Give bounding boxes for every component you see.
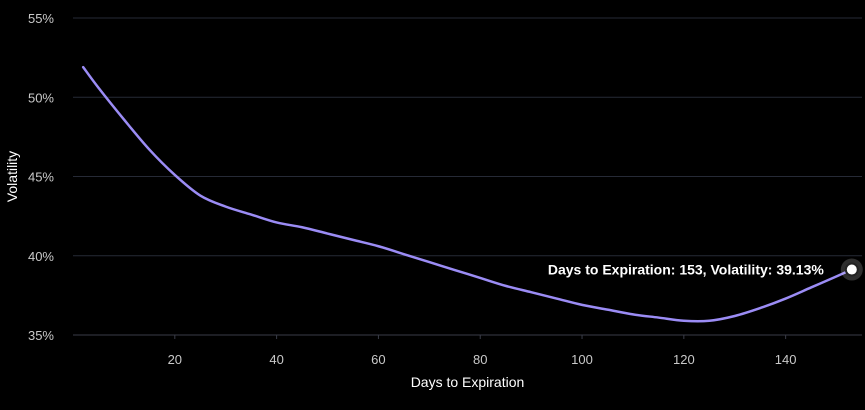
- tooltip-label: Days to Expiration: 153, Volatility: 39.…: [548, 262, 824, 278]
- hover-marker[interactable]: [844, 262, 859, 277]
- x-tick-label: 140: [775, 352, 797, 367]
- y-tick-label: 55%: [28, 11, 54, 26]
- x-tick-label: 120: [673, 352, 695, 367]
- x-tick-labels: 20 40 60 80 100 120 140: [168, 335, 797, 367]
- series-layer: [81, 65, 854, 323]
- y-tick-labels: 35% 40% 45% 50% 55%: [28, 11, 54, 343]
- x-axis-title: Days to Expiration: [411, 374, 525, 390]
- x-tick-label: 20: [168, 352, 182, 367]
- y-tick-label: 50%: [28, 90, 54, 105]
- y-tick-label: 40%: [28, 249, 54, 264]
- grid-layer: [73, 17, 862, 257]
- x-tick-label: 60: [371, 352, 385, 367]
- y-tick-label: 45%: [28, 170, 54, 185]
- series-line: [81, 65, 854, 323]
- x-tick-label: 40: [269, 352, 283, 367]
- x-tick-label: 80: [473, 352, 487, 367]
- y-axis-title: Volatility: [4, 151, 20, 202]
- x-tick-label: 100: [571, 352, 593, 367]
- y-tick-label: 35%: [28, 328, 54, 343]
